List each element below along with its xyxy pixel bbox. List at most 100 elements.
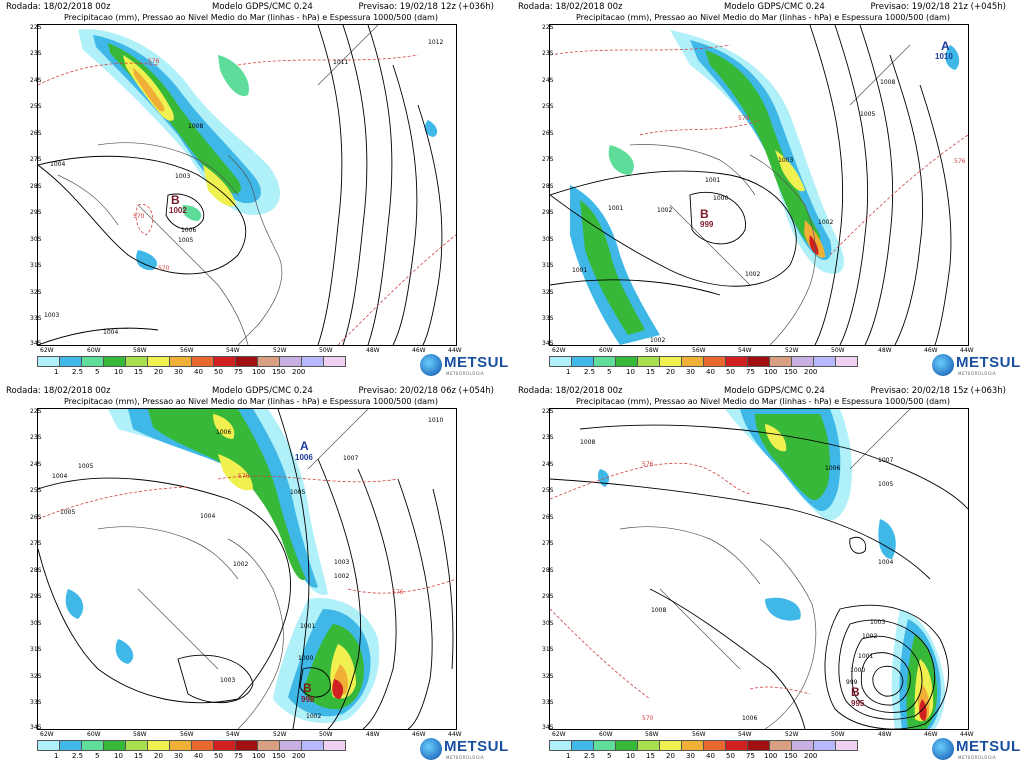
x-tick: 62W bbox=[552, 731, 566, 738]
y-tick: 26S bbox=[542, 514, 554, 521]
forecast-panel-036h: Rodada: 18/02/2018 00z Modelo GDPS/CMC 0… bbox=[0, 0, 508, 380]
precip-legend bbox=[37, 740, 346, 751]
y-tick: 32S bbox=[542, 673, 554, 680]
x-tick: 50W bbox=[319, 731, 333, 738]
x-tick: 46W bbox=[412, 347, 426, 354]
x-tick: 54W bbox=[226, 731, 240, 738]
y-tick: 34S bbox=[542, 724, 554, 731]
legend-label: 30 bbox=[686, 368, 695, 376]
legend-labels: 1 2.5 5 10 15 20 30 40 50 75 100 150 200 bbox=[549, 368, 969, 378]
legend-label: 100 bbox=[252, 752, 266, 760]
x-tick: 46W bbox=[924, 347, 938, 354]
x-tick: 44W bbox=[960, 347, 974, 354]
coastline-borders bbox=[619, 409, 911, 729]
isobar-label: 1002 bbox=[657, 207, 673, 214]
y-tick: 22S bbox=[30, 408, 42, 415]
legend-swatch bbox=[323, 740, 346, 751]
legend-swatch bbox=[659, 740, 682, 751]
legend-swatch bbox=[213, 740, 236, 751]
x-tick: 54W bbox=[738, 347, 752, 354]
isobar-label: 1005 bbox=[178, 237, 194, 244]
isobar-label: 1005 bbox=[290, 489, 306, 496]
y-tick: 27S bbox=[542, 540, 554, 547]
isobar-label: 1007 bbox=[343, 455, 359, 462]
legend-swatch bbox=[103, 356, 126, 367]
x-tick: 62W bbox=[40, 347, 54, 354]
weather-map: B 1002 1012 1011 1008 1004 1003 1005 100… bbox=[37, 24, 457, 346]
legend-swatch bbox=[791, 356, 814, 367]
legend-label: 75 bbox=[746, 368, 755, 376]
legend-label: 2.5 bbox=[72, 752, 84, 760]
thickness-label: 570 bbox=[158, 265, 170, 272]
legend-label: 10 bbox=[114, 368, 123, 376]
isobar-label: 1001 bbox=[705, 177, 721, 184]
logo-tag: METEOROLOGIA bbox=[446, 371, 485, 376]
legend-swatch bbox=[747, 740, 770, 751]
legend-label: 20 bbox=[154, 752, 163, 760]
metsul-logo: METSUL METEOROLOGIA bbox=[420, 736, 508, 762]
legend-swatch bbox=[81, 356, 104, 367]
high-center-marker: A bbox=[300, 439, 309, 453]
legend-label: 20 bbox=[154, 368, 163, 376]
legend-swatch bbox=[125, 740, 148, 751]
y-tick: 23S bbox=[542, 50, 554, 57]
legend-swatch bbox=[125, 356, 148, 367]
legend-swatch bbox=[791, 740, 814, 751]
map-canvas bbox=[38, 409, 456, 729]
thickness-label: 576 bbox=[954, 158, 966, 165]
isobar-label: 1001 bbox=[858, 653, 874, 660]
y-tick: 26S bbox=[30, 514, 42, 521]
isobar-label: 1004 bbox=[878, 559, 894, 566]
isobar-label: 1005 bbox=[78, 463, 94, 470]
y-tick: 29S bbox=[30, 209, 42, 216]
isobar-label: 1004 bbox=[200, 513, 216, 520]
legend-swatch bbox=[725, 356, 748, 367]
isobars bbox=[38, 409, 454, 729]
y-tick: 25S bbox=[542, 103, 554, 110]
x-tick: 52W bbox=[785, 731, 799, 738]
rodada-label: Rodada: 18/02/2018 00z bbox=[6, 2, 111, 12]
y-tick: 28S bbox=[542, 183, 554, 190]
legend-label: 15 bbox=[134, 368, 143, 376]
isobar-label: 1005 bbox=[60, 509, 76, 516]
legend-label: 20 bbox=[666, 368, 675, 376]
isobars bbox=[550, 424, 968, 729]
x-tick: 58W bbox=[645, 347, 659, 354]
isobar-label: 1002 bbox=[745, 271, 761, 278]
legend-swatch bbox=[191, 356, 214, 367]
x-tick: 60W bbox=[87, 347, 101, 354]
legend-swatch bbox=[835, 740, 858, 751]
map-subtitle: Precipitacao (mm), Pressao ao Nivel Medi… bbox=[64, 13, 438, 22]
thickness-label: 576 bbox=[238, 473, 250, 480]
x-tick: 56W bbox=[692, 347, 706, 354]
legend-swatch bbox=[279, 356, 302, 367]
weather-map: B 995 1008 1007 1006 1005 1004 1003 1002… bbox=[549, 408, 969, 730]
map-subtitle: Precipitacao (mm), Pressao ao Nivel Medi… bbox=[64, 397, 438, 406]
legend-label: 100 bbox=[764, 368, 778, 376]
x-tick: 48W bbox=[878, 347, 892, 354]
metsul-logo-icon bbox=[932, 354, 954, 376]
logo-name: METSUL bbox=[956, 354, 1021, 371]
previsao-label: Previsao: 19/02/18 21z (+045h) bbox=[870, 2, 1006, 12]
high-center-value: 1006 bbox=[295, 453, 313, 462]
legend-label: 15 bbox=[646, 368, 655, 376]
y-tick: 32S bbox=[30, 673, 42, 680]
isobar-label: 1003 bbox=[778, 157, 794, 164]
isobar-label: 1001 bbox=[572, 267, 588, 274]
isobar-label: 1003 bbox=[870, 619, 886, 626]
isobar-label: 1001 bbox=[608, 205, 624, 212]
legend-label: 40 bbox=[706, 752, 715, 760]
low-center-value: 998 bbox=[301, 695, 315, 704]
metsul-logo-icon bbox=[420, 738, 442, 760]
legend-label: 15 bbox=[134, 752, 143, 760]
legend-label: 2.5 bbox=[584, 752, 596, 760]
y-tick: 31S bbox=[542, 646, 554, 653]
modelo-label: Modelo GDPS/CMC 0.24 bbox=[724, 386, 825, 396]
legend-swatch bbox=[615, 740, 638, 751]
y-tick: 24S bbox=[542, 461, 554, 468]
y-tick: 30S bbox=[30, 620, 42, 627]
thickness-label: 570 bbox=[133, 213, 145, 220]
metsul-logo: METSUL METEOROLOGIA bbox=[420, 352, 508, 378]
precip-fill bbox=[65, 409, 380, 723]
legend-label: 2.5 bbox=[72, 368, 84, 376]
